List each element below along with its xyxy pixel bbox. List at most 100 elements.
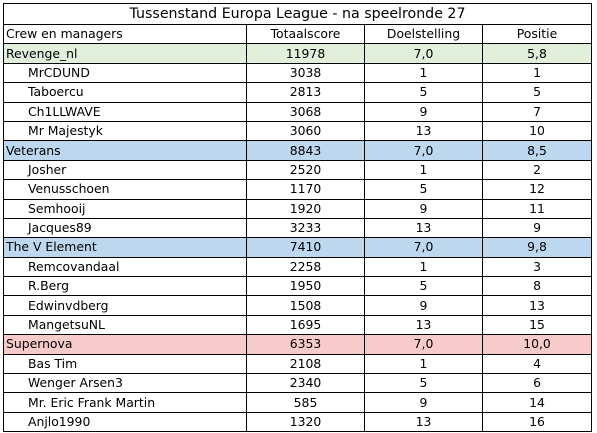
manager-total[interactable]: 1695 (246, 314, 365, 336)
manager-name[interactable]: Venusschoen (3, 179, 247, 200)
manager-total[interactable]: 585 (246, 392, 365, 413)
manager-total[interactable]: 1950 (246, 276, 365, 297)
header-goal[interactable]: Doelstelling (364, 23, 483, 45)
manager-name[interactable]: Taboercu (3, 82, 247, 103)
header-total[interactable]: Totaalscore (246, 23, 365, 45)
manager-position[interactable]: 14 (481, 392, 593, 413)
manager-goal[interactable]: 9 (364, 198, 483, 219)
manager-name[interactable]: Bas Tim (3, 353, 247, 375)
manager-name[interactable]: MrCDUND (3, 62, 247, 84)
manager-total[interactable]: 2813 (246, 82, 365, 103)
manager-row: Ch1LLWAVE 3068 9 7 (3, 101, 593, 122)
sheet-title: Tussenstand Europa League - na speelrond… (2, 3, 593, 25)
manager-total[interactable]: 2520 (246, 159, 365, 181)
manager-goal[interactable]: 13 (364, 314, 483, 336)
manager-goal[interactable]: 1 (364, 353, 483, 375)
manager-total[interactable]: 1320 (246, 411, 365, 433)
team-total[interactable]: 8843 (246, 140, 365, 161)
manager-total[interactable]: 1508 (246, 295, 365, 316)
manager-position[interactable]: 12 (481, 179, 593, 200)
team-name[interactable]: Supernova (3, 334, 247, 355)
manager-row: Josher 2520 1 2 (3, 159, 593, 181)
manager-position[interactable]: 2 (481, 159, 593, 181)
team-goal[interactable]: 7,0 (364, 237, 483, 258)
manager-name[interactable]: Anjlo1990 (3, 411, 247, 433)
manager-total[interactable]: 2340 (246, 373, 365, 394)
manager-goal[interactable]: 5 (364, 82, 483, 103)
manager-position[interactable]: 3 (481, 256, 593, 278)
manager-total[interactable]: 1920 (246, 198, 365, 219)
manager-position[interactable]: 4 (481, 353, 593, 375)
manager-position[interactable]: 1 (481, 62, 593, 84)
team-name[interactable]: The V Element (3, 237, 247, 258)
manager-goal[interactable]: 5 (364, 179, 483, 200)
manager-row: Jacques89 3233 13 9 (3, 217, 593, 239)
team-goal[interactable]: 7,0 (364, 43, 483, 64)
manager-name[interactable]: R.Berg (3, 276, 247, 297)
manager-total[interactable]: 2258 (246, 256, 365, 278)
manager-position[interactable]: 8 (481, 276, 593, 297)
header-position[interactable]: Positie (481, 23, 593, 45)
manager-position[interactable]: 15 (481, 314, 593, 336)
manager-row: Taboercu 2813 5 5 (3, 82, 593, 103)
team-position[interactable]: 5,8 (481, 43, 593, 64)
team-total[interactable]: 7410 (246, 237, 365, 258)
manager-goal[interactable]: 9 (364, 295, 483, 316)
team-goal[interactable]: 7,0 (364, 334, 483, 355)
manager-goal[interactable]: 1 (364, 159, 483, 181)
manager-position[interactable]: 13 (481, 295, 593, 316)
manager-total[interactable]: 2108 (246, 353, 365, 375)
manager-goal[interactable]: 5 (364, 276, 483, 297)
manager-total[interactable]: 3233 (246, 217, 365, 239)
title-row: Tussenstand Europa League - na speelrond… (2, 3, 593, 25)
team-row: Supernova 6353 7,0 10,0 (3, 334, 593, 355)
manager-position[interactable]: 7 (481, 101, 593, 122)
manager-name[interactable]: Edwinvdberg (3, 295, 247, 316)
team-name[interactable]: Veterans (3, 140, 247, 161)
standings-table: Tussenstand Europa League - na speelrond… (2, 3, 593, 433)
manager-row: Anjlo1990 1320 13 16 (3, 411, 593, 433)
manager-position[interactable]: 5 (481, 82, 593, 103)
team-total[interactable]: 6353 (246, 334, 365, 355)
manager-goal[interactable]: 13 (364, 120, 483, 142)
manager-name[interactable]: Jacques89 (3, 217, 247, 239)
manager-name[interactable]: Josher (3, 159, 247, 181)
manager-name[interactable]: Mr Majestyk (3, 120, 247, 142)
manager-total[interactable]: 3060 (246, 120, 365, 142)
team-goal[interactable]: 7,0 (364, 140, 483, 161)
header-crew[interactable]: Crew en managers (3, 23, 247, 45)
standings-sheet: Tussenstand Europa League - na speelrond… (2, 3, 593, 433)
manager-total[interactable]: 1170 (246, 179, 365, 200)
team-position[interactable]: 10,0 (481, 334, 593, 355)
manager-name[interactable]: Wenger Arsen3 (3, 373, 247, 394)
team-position[interactable]: 8,5 (481, 140, 593, 161)
team-name[interactable]: Revenge_nl (3, 43, 247, 64)
header-row: Crew en managers Totaalscore Doelstellin… (3, 23, 593, 45)
manager-row: MrCDUND 3038 1 1 (3, 62, 593, 84)
manager-goal[interactable]: 13 (364, 217, 483, 239)
manager-position[interactable]: 11 (481, 198, 593, 219)
manager-goal[interactable]: 9 (364, 101, 483, 122)
manager-total[interactable]: 3068 (246, 101, 365, 122)
manager-row: Wenger Arsen3 2340 5 6 (3, 373, 593, 394)
manager-total[interactable]: 3038 (246, 62, 365, 84)
manager-name[interactable]: Ch1LLWAVE (3, 101, 247, 122)
manager-goal[interactable]: 1 (364, 62, 483, 84)
manager-name[interactable]: Semhooij (3, 198, 247, 219)
manager-name[interactable]: MangetsuNL (3, 314, 247, 336)
manager-position[interactable]: 16 (481, 411, 593, 433)
team-row: Revenge_nl 11978 7,0 5,8 (3, 43, 593, 64)
manager-position[interactable]: 6 (481, 373, 593, 394)
manager-goal[interactable]: 13 (364, 411, 483, 433)
manager-name[interactable]: Remcovandaal (3, 256, 247, 278)
manager-name[interactable]: Mr. Eric Frank Martin (3, 392, 247, 413)
manager-row: Mr. Eric Frank Martin 585 9 14 (3, 392, 593, 413)
team-position[interactable]: 9,8 (481, 237, 593, 258)
manager-row: Edwinvdberg 1508 9 13 (3, 295, 593, 316)
manager-goal[interactable]: 5 (364, 373, 483, 394)
manager-goal[interactable]: 9 (364, 392, 483, 413)
manager-goal[interactable]: 1 (364, 256, 483, 278)
manager-position[interactable]: 10 (481, 120, 593, 142)
manager-position[interactable]: 9 (481, 217, 593, 239)
team-total[interactable]: 11978 (246, 43, 365, 64)
